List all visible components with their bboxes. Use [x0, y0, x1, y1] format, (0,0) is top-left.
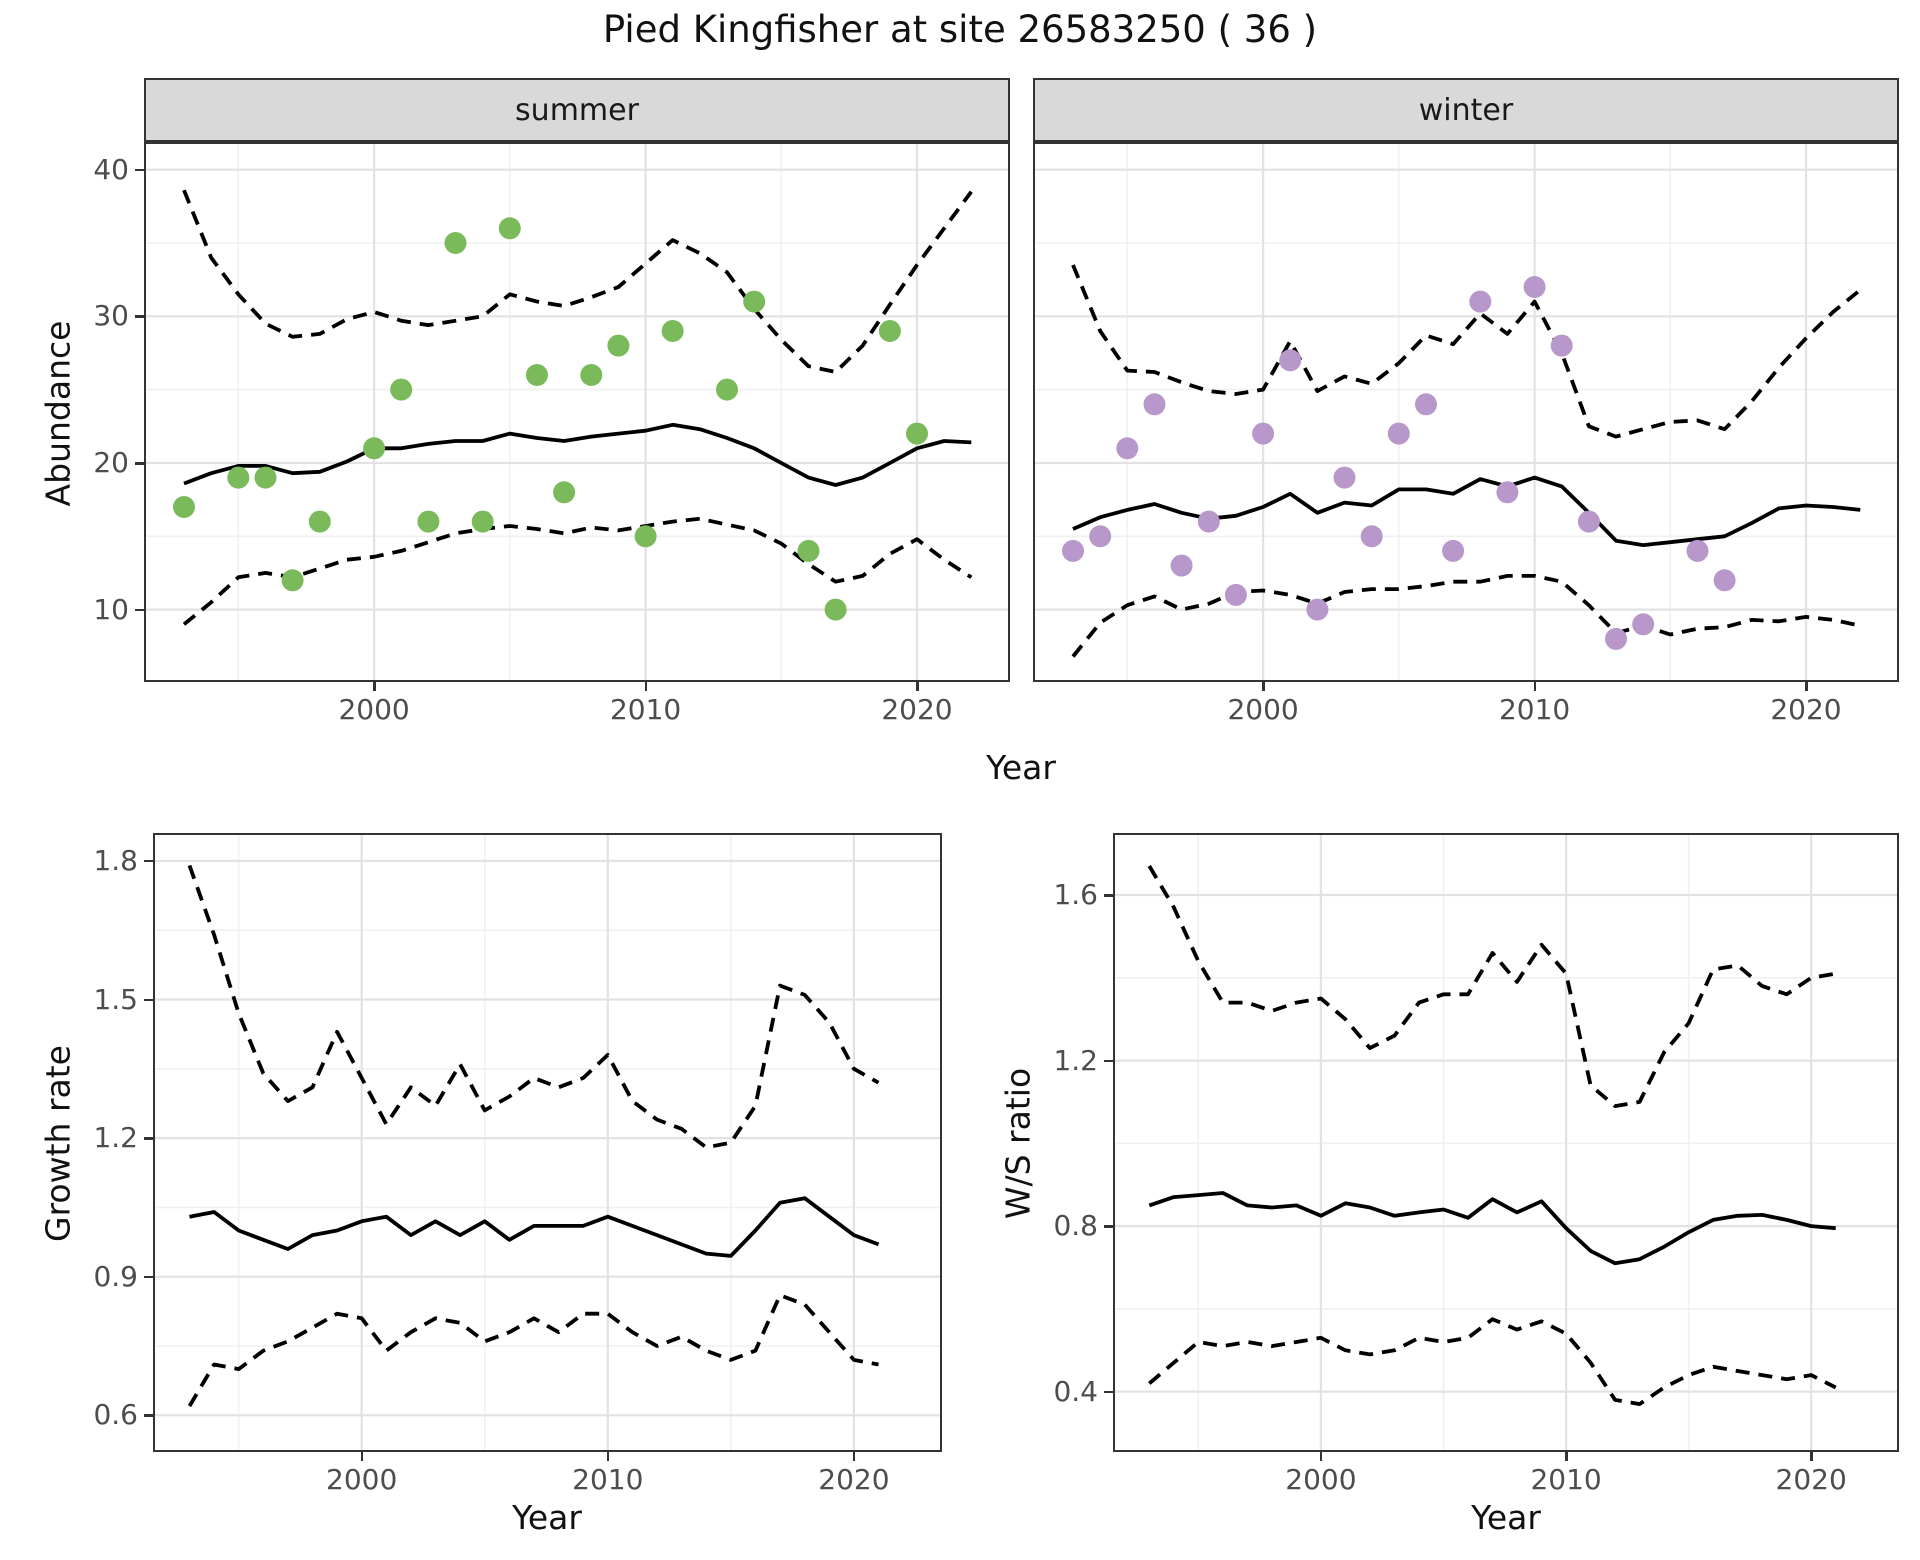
x-tick-label: 2010 [1530, 1463, 1602, 1496]
panel-ws-ratio [1113, 833, 1899, 1452]
facet-strip-summer-label: summer [515, 92, 639, 128]
x-tick [1533, 682, 1537, 691]
facet-strip-winter-label: winter [1418, 92, 1514, 128]
y-tick-label: 0.8 [1053, 1209, 1098, 1243]
x-tick-label: 2000 [338, 693, 410, 726]
y-tick-label: 0.6 [93, 1398, 138, 1432]
y-tick [135, 315, 144, 318]
y-axis-title-growth-rate: Growth rate [38, 1045, 78, 1242]
y-tick-label: 10 [93, 592, 129, 626]
x-tick [1565, 1452, 1568, 1461]
y-tick [144, 1414, 153, 1417]
panel-growth-rate [153, 833, 942, 1452]
x-tick-label: 2020 [1770, 693, 1842, 726]
chart-canvas-growth-rate [155, 835, 940, 1450]
y-tick [1104, 1059, 1113, 1063]
x-tick-label: 2000 [1227, 693, 1299, 726]
facet-abundance-summer: summer 2000 2010 2020 10 20 30 40 [93, 78, 1010, 726]
y-tick [1104, 894, 1113, 897]
panel-abundance-summer [144, 142, 1010, 682]
x-tick [852, 1452, 856, 1461]
y-tick-label: 1.6 [1053, 878, 1098, 911]
y-tick-label: 20 [93, 446, 129, 479]
x-tick [606, 1452, 610, 1461]
chart-title: Pied Kingfisher at site 26583250 ( 36 ) [602, 8, 1318, 51]
facet-strip-winter: winter [1033, 78, 1899, 142]
y-tick [135, 462, 144, 465]
x-tick-label: 2020 [881, 693, 953, 726]
facet-strip-summer: summer [144, 78, 1010, 142]
facet-growth-rate: 2000 2010 2020 0.6 0.9 1.2 1.5 1.8 [93, 833, 942, 1496]
y-tick [144, 1137, 153, 1140]
x-tick-label: 2020 [1775, 1463, 1847, 1496]
y-tick-label: 40 [93, 152, 129, 186]
facet-abundance-winter: winter 2000 2010 2020 [1033, 78, 1899, 726]
y-tick-label: 1.8 [93, 843, 138, 877]
panel-abundance-winter [1033, 142, 1899, 682]
x-tick [916, 682, 919, 691]
y-tick [1104, 1225, 1113, 1228]
y-tick [1104, 1390, 1113, 1394]
y-tick [144, 1275, 153, 1279]
x-tick [1319, 1452, 1323, 1461]
x-tick-label: 2010 [572, 1463, 644, 1496]
x-axis-title-year-top: Year [986, 748, 1056, 787]
y-tick [135, 168, 144, 172]
y-axis-title-ws-ratio: W/S ratio [998, 1067, 1038, 1220]
x-tick-label: 2010 [1498, 693, 1571, 726]
y-tick [144, 859, 153, 863]
y-tick-label: 1.2 [1053, 1043, 1098, 1077]
x-tick [644, 682, 648, 691]
y-tick-label: 0.4 [1053, 1374, 1098, 1408]
chart-canvas-abundance-winter [1035, 144, 1897, 680]
y-axis-title-abundance: Abundance [38, 320, 78, 507]
x-axis-title-year-bottom-right: Year [1471, 1498, 1541, 1537]
x-tick-label: 2000 [1285, 1463, 1357, 1496]
x-tick [1810, 1452, 1813, 1461]
y-tick-label: 1.2 [93, 1121, 138, 1155]
chart-canvas-abundance-summer [146, 144, 1008, 680]
chart-canvas-ws-ratio [1115, 835, 1897, 1450]
x-tick [1262, 682, 1265, 691]
x-tick-label: 2020 [818, 1463, 890, 1496]
x-tick-label: 2010 [609, 693, 682, 726]
y-tick [135, 608, 144, 612]
x-tick-label: 2000 [326, 1463, 398, 1496]
y-tick-label: 30 [93, 299, 129, 333]
y-tick-label: 0.9 [93, 1259, 138, 1293]
x-tick [360, 1452, 364, 1461]
y-tick [144, 998, 153, 1001]
x-tick [373, 682, 376, 691]
facet-ws-ratio: 2000 2010 2020 0.4 0.8 1.2 1.6 [1053, 833, 1899, 1496]
y-tick-label: 1.5 [93, 982, 138, 1016]
x-axis-title-year-bottom-left: Year [512, 1498, 582, 1537]
x-tick [1805, 682, 1808, 691]
